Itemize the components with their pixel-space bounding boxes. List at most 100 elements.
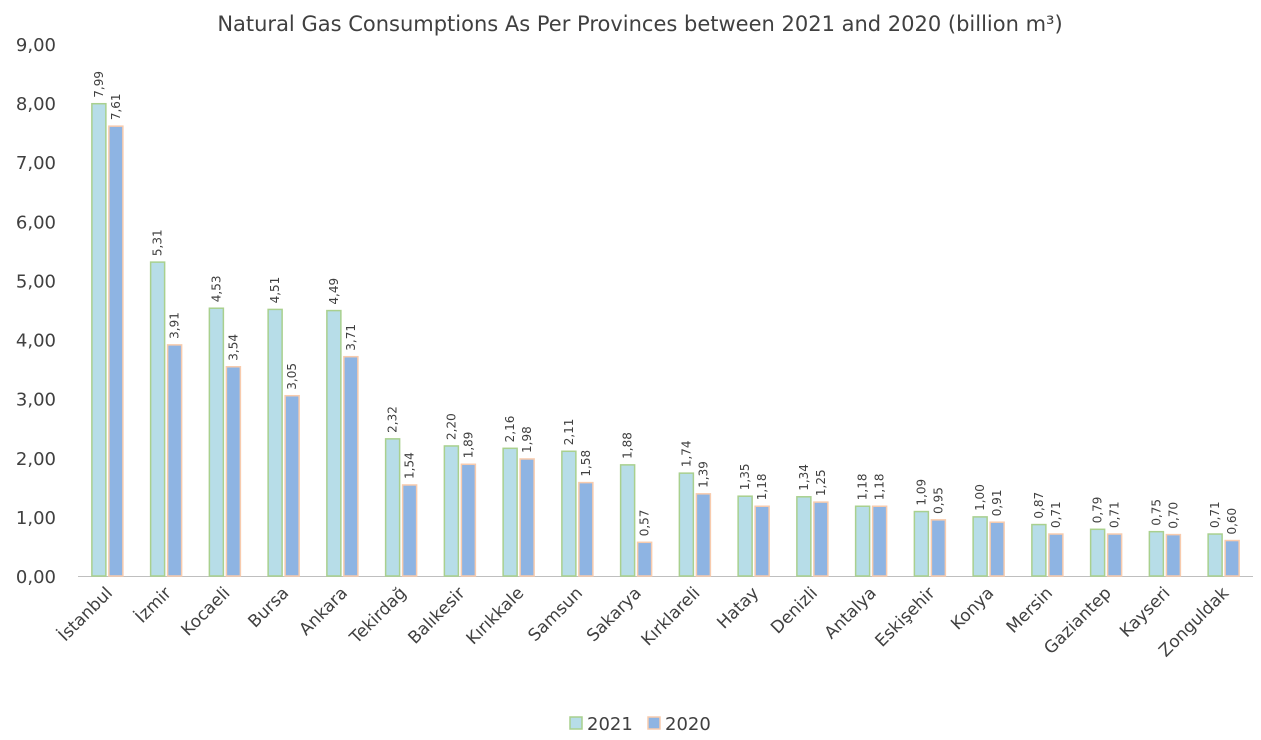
legend-label-2020: 2020 (665, 714, 711, 735)
x-tick-label: Kırıkkale (463, 583, 528, 648)
x-tick-label: İzmir (131, 583, 176, 628)
data-label-2020-1: 3,91 (168, 312, 182, 339)
legend: 2021 2020 (569, 714, 711, 735)
bar-2020-1 (166, 344, 183, 577)
bar-2021-0 (91, 102, 107, 577)
data-label-2020-4: 3,71 (344, 324, 358, 351)
bar-2020-19 (1224, 539, 1240, 577)
data-label-2020-13: 1,18 (873, 474, 887, 501)
bar-2021-19 (1207, 533, 1223, 577)
bar-2020-16 (1048, 533, 1064, 577)
bar-2021-2 (208, 307, 225, 577)
data-label-2020-0: 7,61 (109, 93, 123, 120)
data-label-2020-2: 3,54 (226, 334, 240, 361)
data-label-2021-3: 4,51 (268, 277, 282, 304)
bar-2020-5 (401, 484, 418, 577)
data-label-2020-7: 1,98 (520, 426, 534, 453)
y-tick-label: 1,00 (16, 508, 56, 529)
bar-2021-15 (972, 516, 988, 577)
x-tick-label: Samsun (525, 583, 587, 645)
bar-2020-6 (460, 463, 477, 577)
y-tick-label: 2,00 (16, 449, 56, 470)
data-label-2020-8: 1,58 (579, 450, 593, 477)
y-tick-label: 8,00 (16, 94, 56, 115)
data-label-2021-19: 0,71 (1208, 501, 1222, 528)
bar-2020-12 (813, 501, 829, 577)
x-tick-label: Kayseri (1116, 583, 1174, 641)
data-label-2021-7: 2,16 (503, 416, 517, 443)
bar-2020-0 (108, 125, 124, 577)
legend-swatch-2020 (647, 716, 661, 730)
x-tick-label: Kırklareli (638, 583, 705, 650)
bar-2021-9 (619, 464, 636, 577)
data-label-2020-9: 0,57 (638, 510, 652, 537)
data-label-2020-11: 1,18 (755, 474, 769, 501)
bar-2021-11 (737, 495, 753, 577)
y-tick-label: 7,00 (16, 153, 56, 174)
bar-2020-13 (871, 505, 888, 577)
data-label-2020-19: 0,60 (1225, 508, 1239, 535)
x-tick-label: Bursa (245, 583, 294, 632)
bar-2020-17 (1106, 533, 1123, 577)
bar-2020-7 (519, 458, 535, 577)
bar-2020-10 (695, 493, 712, 577)
bar-2020-9 (636, 541, 653, 577)
data-label-2020-10: 1,39 (696, 461, 710, 488)
data-label-2020-16: 0,71 (1049, 501, 1063, 528)
x-tick-label: Hatay (713, 583, 763, 633)
data-label-2021-15: 1,00 (973, 484, 987, 511)
bar-2020-8 (578, 481, 594, 577)
bar-2021-7 (502, 447, 518, 577)
y-tick-label: 3,00 (16, 390, 56, 411)
x-tick-label: Ankara (295, 583, 351, 639)
bar-2021-14 (913, 510, 930, 577)
bar-2021-1 (149, 261, 166, 577)
y-tick-label: 5,00 (16, 271, 56, 292)
x-tick-label: Mersin (1003, 583, 1057, 637)
bar-2020-18 (1165, 533, 1182, 577)
data-label-2021-11: 1,35 (738, 463, 752, 490)
x-tick-label: Denizli (767, 583, 822, 638)
bar-2021-18 (1148, 530, 1165, 577)
data-label-2020-14: 0,95 (931, 487, 945, 514)
bar-2020-11 (754, 505, 770, 577)
data-label-2021-4: 4,49 (327, 278, 341, 305)
data-label-2020-6: 1,89 (461, 432, 475, 459)
bar-2021-16 (1031, 523, 1047, 577)
bar-2020-2 (225, 365, 242, 577)
data-label-2021-0: 7,99 (92, 71, 106, 98)
data-label-2020-5: 1,54 (403, 452, 417, 479)
bar-2020-3 (284, 394, 300, 577)
x-tick-label: İstanbul (54, 583, 117, 646)
data-label-2021-1: 5,31 (151, 229, 165, 256)
bar-2020-14 (930, 519, 947, 577)
x-tick-label: Konya (947, 583, 998, 634)
y-tick-label: 9,00 (16, 35, 56, 56)
data-label-2021-14: 1,09 (914, 479, 928, 506)
bar-2021-5 (384, 438, 401, 577)
data-label-2020-18: 0,70 (1166, 502, 1180, 529)
x-tick-label: Kocaeli (178, 583, 235, 640)
x-tick-label: Antalya (821, 583, 881, 643)
x-tick-label: Tekirdağ (345, 583, 410, 648)
data-label-2021-2: 4,53 (209, 276, 223, 303)
data-labels: 7,997,61 5,31 3,91 4,53 3,54 4,51 3,05 4,49 3,71… (92, 71, 1239, 536)
data-label-2021-12: 1,34 (797, 464, 811, 491)
data-label-2021-8: 2,11 (562, 419, 576, 446)
data-label-2021-16: 0,87 (1032, 492, 1046, 519)
x-axis: İstanbul İzmir Kocaeli Bursa AnkaraTekirdağB… (54, 583, 1233, 662)
legend-swatch-2021 (569, 716, 583, 730)
data-label-2021-17: 0,79 (1091, 497, 1105, 524)
x-tick-label: Balıkesir (405, 583, 470, 648)
y-tick-label: 0,00 (16, 567, 56, 588)
bar-2021-3 (267, 308, 283, 577)
data-label-2021-9: 1,88 (621, 432, 635, 459)
data-label-2021-10: 1,74 (679, 440, 693, 467)
x-tick-label: Sakarya (583, 583, 646, 646)
data-label-2020-12: 1,25 (814, 469, 828, 496)
data-label-2021-5: 2,32 (386, 406, 400, 433)
bar-2021-17 (1089, 528, 1106, 577)
y-tick-label: 4,00 (16, 331, 56, 352)
